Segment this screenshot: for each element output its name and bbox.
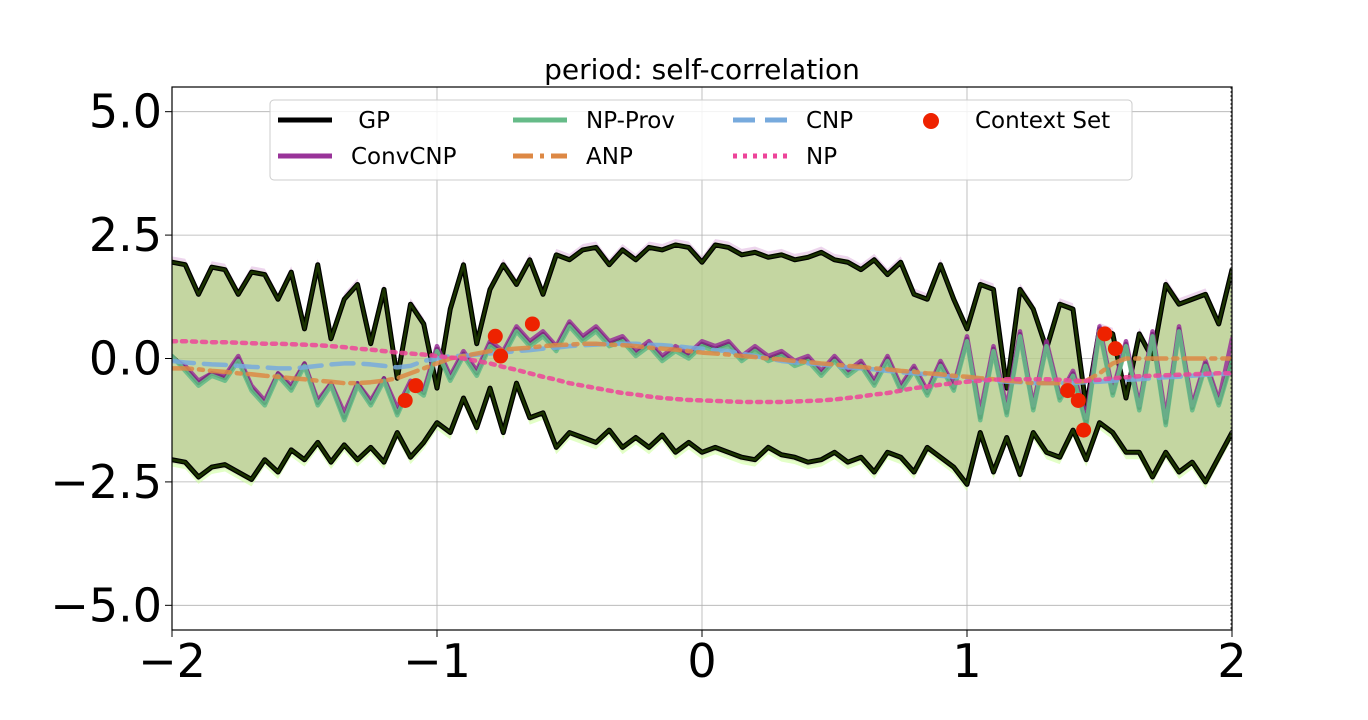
x-tick-label: 0 — [687, 634, 716, 688]
legend-label: NP — [806, 144, 837, 170]
context-point — [1060, 383, 1076, 399]
legend-cnp: CNP — [733, 108, 853, 134]
y-tick-label: 5.0 — [89, 85, 162, 139]
legend: GP ConvCNP NP-Prov ANP CNP NP Context Set — [269, 99, 1133, 181]
x-axis-ticks: −2 −1 0 1 2 — [138, 630, 1247, 688]
cnp-mean-line — [172, 341, 1232, 386]
chart-title: period: self-correlation — [544, 53, 860, 86]
np-mean-line — [172, 338, 1232, 405]
context-point — [487, 328, 503, 344]
legend-context-set: Context Set — [923, 108, 1110, 134]
legend-label: Context Set — [975, 108, 1110, 134]
anp-mean-line — [172, 341, 1232, 386]
x-tick-label: −2 — [138, 634, 206, 688]
context-points — [397, 87, 1232, 630]
legend-box — [269, 99, 1133, 181]
legend-label: ANP — [586, 144, 633, 170]
context-point — [1076, 422, 1092, 438]
context-point — [1107, 341, 1123, 357]
context-point — [408, 378, 424, 394]
y-axis-ticks: 5.0 2.5 0.0 −2.5 −5.0 — [50, 85, 172, 632]
context-point — [397, 392, 413, 408]
context-point — [1097, 326, 1113, 342]
legend-label: ConvCNP — [351, 144, 457, 170]
y-tick-label: 2.5 — [89, 208, 162, 262]
x-tick-label: 1 — [952, 634, 981, 688]
legend-label: GP — [351, 108, 390, 134]
legend-label: CNP — [806, 108, 853, 134]
np-prov-band — [172, 242, 1232, 492]
legend-marker — [923, 113, 939, 129]
y-tick-label: −5.0 — [50, 578, 162, 632]
context-point — [1070, 392, 1086, 408]
legend-np: NP — [733, 144, 837, 170]
np-prov-lower-line — [172, 381, 1232, 486]
context-point — [493, 348, 509, 364]
series-lines — [172, 242, 1232, 487]
legend-gp: GP — [278, 108, 390, 134]
y-tick-label: 0.0 — [89, 332, 162, 386]
context-point — [524, 316, 540, 332]
gp-band — [172, 244, 1232, 485]
legend-label: NP-Prov — [586, 108, 675, 134]
np-prov-upper-line — [172, 243, 1232, 410]
x-tick-label: −1 — [403, 634, 471, 688]
legend-np-prov: NP-Prov — [513, 108, 675, 134]
legend-anp: ANP — [513, 144, 633, 170]
legend-convcnp: ConvCNP — [278, 144, 457, 170]
x-tick-label: 2 — [1217, 634, 1246, 688]
y-tick-label: −2.5 — [50, 455, 162, 509]
